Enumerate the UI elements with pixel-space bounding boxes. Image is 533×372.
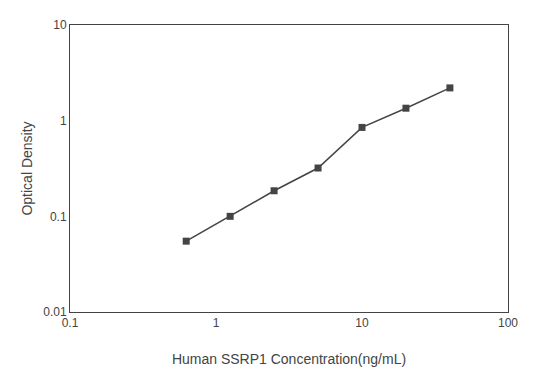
svg-text:0.1: 0.1 <box>62 316 79 330</box>
svg-text:10: 10 <box>53 18 67 32</box>
svg-text:0.1: 0.1 <box>50 210 67 224</box>
svg-text:100: 100 <box>498 316 518 330</box>
svg-text:Optical Density: Optical Density <box>19 121 35 215</box>
svg-text:1: 1 <box>213 316 220 330</box>
svg-text:1: 1 <box>60 114 67 128</box>
svg-text:0.01: 0.01 <box>43 305 67 319</box>
svg-text:10: 10 <box>355 316 369 330</box>
svg-text:Human SSRP1 Concentration(ng/m: Human SSRP1 Concentration(ng/mL) <box>172 351 406 367</box>
